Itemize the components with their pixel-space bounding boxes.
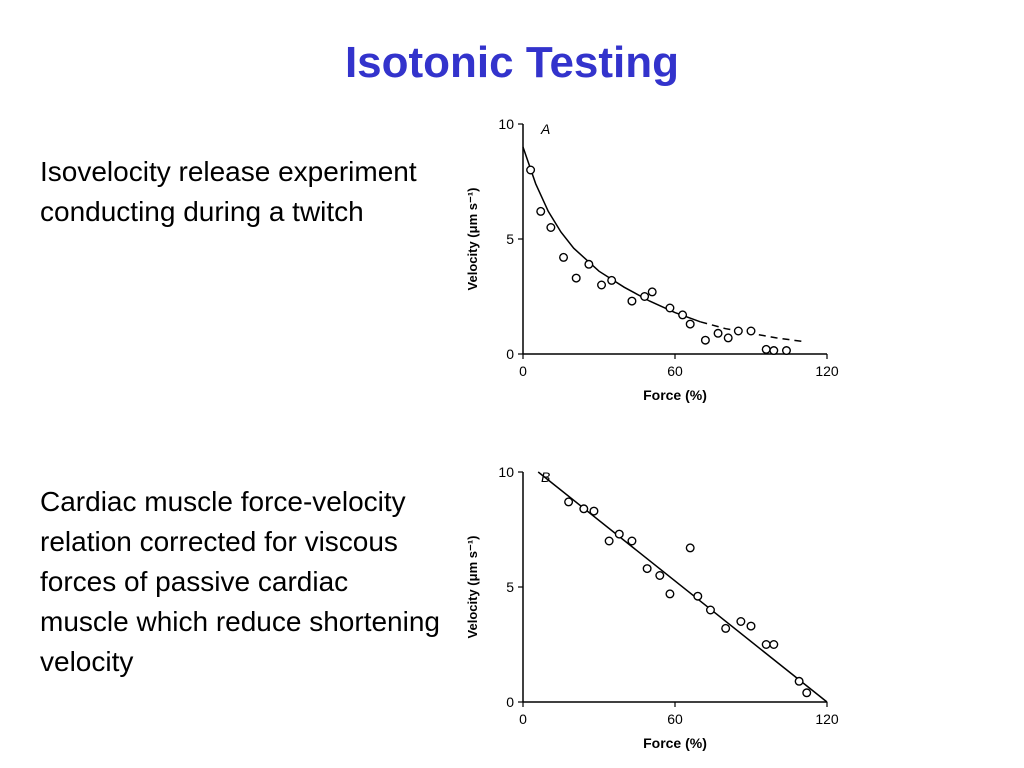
data-point — [536, 206, 546, 216]
data-point — [746, 621, 756, 631]
data-point — [655, 570, 665, 580]
data-point — [579, 504, 589, 514]
data-point — [693, 591, 703, 601]
y-axis-label: Velocity (μm s⁻¹) — [465, 188, 480, 291]
data-point — [559, 252, 569, 262]
slide-title: Isotonic Testing — [344, 38, 680, 87]
y-tick-label: 10 — [498, 464, 514, 480]
data-point — [713, 328, 723, 338]
data-point — [736, 616, 746, 626]
data-point — [802, 688, 812, 698]
data-point — [589, 506, 599, 516]
data-point — [627, 296, 637, 306]
y-tick-label: 0 — [506, 694, 514, 710]
data-point — [597, 280, 607, 290]
data-point — [564, 497, 574, 507]
data-point — [665, 589, 675, 599]
data-point — [700, 335, 710, 345]
x-axis-label: Force (%) — [643, 735, 707, 751]
data-point — [723, 333, 733, 343]
data-point — [685, 543, 695, 553]
data-point — [769, 346, 779, 356]
data-point — [794, 676, 804, 686]
data-point — [685, 319, 695, 329]
x-tick-label: 0 — [519, 363, 527, 379]
data-point — [584, 259, 594, 269]
x-tick-label: 120 — [815, 711, 839, 727]
y-tick-label: 5 — [506, 231, 514, 247]
caption-force-velocity: Cardiac muscle force-velocity relation c… — [40, 486, 440, 677]
data-point — [571, 273, 581, 283]
data-point — [627, 536, 637, 546]
x-tick-label: 0 — [519, 711, 527, 727]
data-point — [640, 291, 650, 301]
y-axis-label: Velocity (μm s⁻¹) — [465, 536, 480, 639]
y-tick-label: 10 — [498, 116, 514, 132]
data-point — [705, 605, 715, 615]
fit-curve — [522, 146, 701, 323]
data-point — [526, 165, 536, 175]
data-point — [721, 623, 731, 633]
data-point — [733, 326, 743, 336]
x-tick-label: 120 — [815, 363, 839, 379]
data-point — [614, 529, 624, 539]
chart-a: 0 60 120 0 5 10 Force (%) Velocity (μm s⁻¹) A — [465, 116, 839, 403]
y-tick-label: 5 — [506, 579, 514, 595]
data-point — [642, 564, 652, 574]
x-tick-label: 60 — [667, 711, 683, 727]
x-axis-label: Force (%) — [643, 387, 707, 403]
data-point — [746, 326, 756, 336]
y-tick-label: 0 — [506, 346, 514, 362]
data-point — [607, 275, 617, 285]
data-point — [546, 222, 556, 232]
x-tick-label: 60 — [667, 363, 683, 379]
data-point — [665, 303, 675, 313]
data-point — [604, 536, 614, 546]
caption-isovelocity: Isovelocity release experiment conductin… — [40, 156, 417, 227]
data-point — [761, 639, 771, 649]
data-point — [647, 287, 657, 297]
data-point — [781, 346, 791, 356]
data-point — [678, 310, 688, 320]
data-point — [769, 639, 779, 649]
data-point — [761, 344, 771, 354]
panel-label: A — [540, 121, 550, 137]
